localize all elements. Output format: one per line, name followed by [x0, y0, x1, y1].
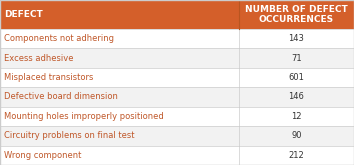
Bar	[0, 146, 354, 165]
Bar	[0, 68, 354, 87]
Bar	[0, 87, 354, 107]
Text: Wrong component: Wrong component	[4, 151, 82, 160]
Text: 143: 143	[289, 34, 304, 43]
Text: Excess adhesive: Excess adhesive	[4, 54, 74, 63]
Text: 146: 146	[289, 92, 304, 101]
Text: Mounting holes improperly positioned: Mounting holes improperly positioned	[4, 112, 164, 121]
Text: 90: 90	[291, 131, 302, 140]
Text: 601: 601	[289, 73, 304, 82]
Text: Misplaced transistors: Misplaced transistors	[4, 73, 93, 82]
Bar	[0, 29, 354, 48]
Text: 71: 71	[291, 54, 302, 63]
Text: 12: 12	[291, 112, 302, 121]
Bar	[0, 107, 354, 126]
Bar	[0, 0, 354, 29]
Bar	[0, 126, 354, 146]
Text: NUMBER OF DEFECT
OCCURRENCES: NUMBER OF DEFECT OCCURRENCES	[245, 5, 348, 24]
Text: Components not adhering: Components not adhering	[4, 34, 114, 43]
Text: Circuitry problems on final test: Circuitry problems on final test	[4, 131, 135, 140]
Text: Defective board dimension: Defective board dimension	[4, 92, 118, 101]
Text: DEFECT: DEFECT	[4, 10, 43, 19]
Bar	[0, 48, 354, 68]
Text: 212: 212	[289, 151, 304, 160]
